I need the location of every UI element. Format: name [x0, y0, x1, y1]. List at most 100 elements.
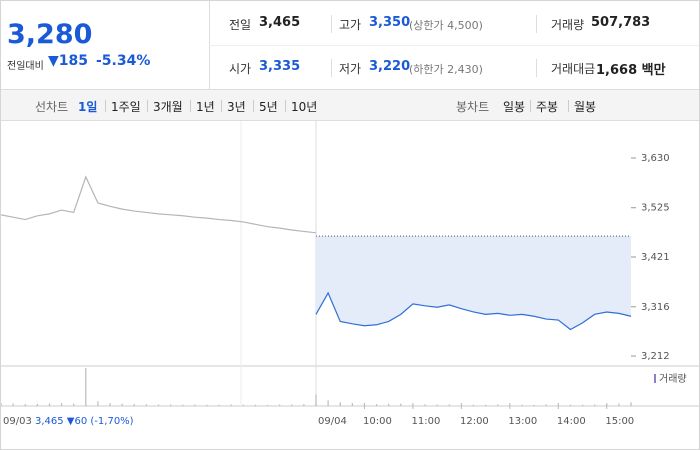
- period-tab[interactable]: 1주일: [111, 100, 141, 114]
- period-tab[interactable]: 일봉: [503, 100, 526, 114]
- volume-bar: [618, 403, 620, 406]
- divider: [331, 15, 332, 33]
- divider: [331, 59, 332, 77]
- y-tick-label: 3,630: [641, 153, 670, 164]
- x-tick-label: 11:00: [412, 416, 441, 427]
- stat-label: 거래량: [551, 18, 585, 32]
- volume-bar: [48, 403, 51, 406]
- volume-bar: [424, 404, 426, 406]
- stat-value: 507,783: [591, 15, 651, 30]
- volume-bar: [97, 401, 99, 406]
- x-tick-label: 13:00: [508, 416, 537, 427]
- volume-bar: [375, 404, 378, 406]
- volume-bar: [448, 404, 450, 406]
- chart: 3,630 3,525 3,421 3,316 3,212 거래량 09/03 09/04 10…: [1, 121, 699, 427]
- x-day-label: 09/03: [3, 416, 32, 427]
- x-tick-label: 10:00: [363, 416, 392, 427]
- legend-swatch: [654, 374, 656, 383]
- tab-bar: 선차트 1일 1주일 3개월 1년 3년 5년 10년 봉차트 일봉 주봉 월봉: [1, 89, 699, 121]
- tab-sep: [285, 100, 286, 112]
- x-tick-label: 15:00: [605, 416, 634, 427]
- volume-bar: [12, 403, 14, 406]
- period-tab[interactable]: 1일: [78, 100, 98, 114]
- x-tick-label: 14:00: [557, 416, 586, 427]
- volume-bar: [303, 404, 305, 406]
- volume-bar: [242, 404, 244, 406]
- y-tick-label: 3,316: [641, 302, 670, 313]
- volume-bar: [36, 403, 38, 406]
- volume-bar: [279, 404, 281, 406]
- volume-bar: [121, 403, 123, 406]
- volume-bar: [569, 404, 572, 406]
- tab-sep: [105, 100, 106, 112]
- volume-bar: [315, 394, 317, 406]
- volume-bar: [133, 404, 135, 406]
- stat-value: 3,350: [369, 15, 411, 30]
- price-line: [315, 291, 632, 331]
- volume-bar: [327, 400, 329, 406]
- stat-label: 거래대금: [551, 62, 596, 76]
- row-divider: [209, 45, 699, 46]
- volume-bar: [485, 404, 487, 406]
- volume-bar: [157, 404, 160, 406]
- tab-sep: [147, 100, 148, 112]
- volume-bar: [472, 404, 475, 406]
- stat-label: 고가: [339, 18, 362, 32]
- volume-bar: [533, 404, 535, 406]
- tab-sep: [221, 100, 222, 112]
- area: [316, 236, 631, 330]
- divider: [536, 59, 537, 77]
- x-day-label: 09/04: [318, 416, 347, 427]
- x-tick-label: 12:00: [460, 416, 489, 427]
- volume-bar: [206, 404, 208, 406]
- volume-bar: [109, 403, 111, 406]
- stat-note: (상한가 4,500): [409, 19, 483, 32]
- stat-value: 3,465: [259, 15, 301, 30]
- tab-sep: [568, 100, 569, 112]
- y-tick-label: 3,421: [641, 252, 670, 263]
- period-tab[interactable]: 10년: [291, 100, 318, 114]
- volume-bar: [194, 404, 196, 406]
- tab-group-label: 선차트: [35, 100, 69, 114]
- volume-bar: [594, 404, 596, 406]
- change: ▼185: [48, 53, 88, 69]
- tab-sep: [530, 100, 531, 112]
- period-tab[interactable]: 주봉: [536, 100, 559, 114]
- summary: 3,465 ▼60 (-1,70%): [35, 416, 134, 427]
- period-tab[interactable]: 1년: [196, 100, 215, 114]
- volume-bar: [351, 403, 353, 406]
- y-tick-label: 3,525: [641, 203, 670, 214]
- stat-label: 시가: [229, 62, 252, 76]
- period-tab[interactable]: 3년: [227, 100, 246, 114]
- period-tab[interactable]: 3개월: [153, 100, 183, 114]
- volume-bar: [497, 404, 499, 406]
- volume-bar: [60, 403, 63, 406]
- volume-bar: [145, 404, 147, 406]
- volume-bar: [230, 404, 232, 406]
- volume-bar: [24, 404, 26, 406]
- divider: [536, 15, 537, 33]
- stat-value: 1,668 백만: [596, 63, 666, 78]
- tab-sep: [253, 100, 254, 112]
- volume-bar: [630, 402, 632, 406]
- change-label: 전일대비: [7, 61, 44, 72]
- volume-bar: [170, 404, 172, 406]
- period-tab[interactable]: 월봉: [574, 100, 597, 114]
- volume-bar: [581, 404, 584, 406]
- period-tab[interactable]: 5년: [259, 100, 278, 114]
- volume-bar: [436, 404, 438, 406]
- volume-bar: [291, 404, 293, 406]
- change-pct: -5.34%: [96, 53, 151, 69]
- volume-bar: [521, 404, 523, 406]
- stat-value: 3,220: [369, 59, 411, 74]
- volume-bar: [182, 404, 184, 406]
- stat-label: 전일: [229, 18, 252, 32]
- volume-bar: [266, 404, 269, 406]
- stat-value: 3,335: [259, 59, 301, 74]
- tab-group-label: 봉차트: [456, 100, 490, 114]
- volume-bar: [545, 404, 547, 406]
- volume-bar: [73, 403, 75, 406]
- price-line: [1, 175, 317, 234]
- stat-note: (하한가 2,430): [409, 63, 483, 76]
